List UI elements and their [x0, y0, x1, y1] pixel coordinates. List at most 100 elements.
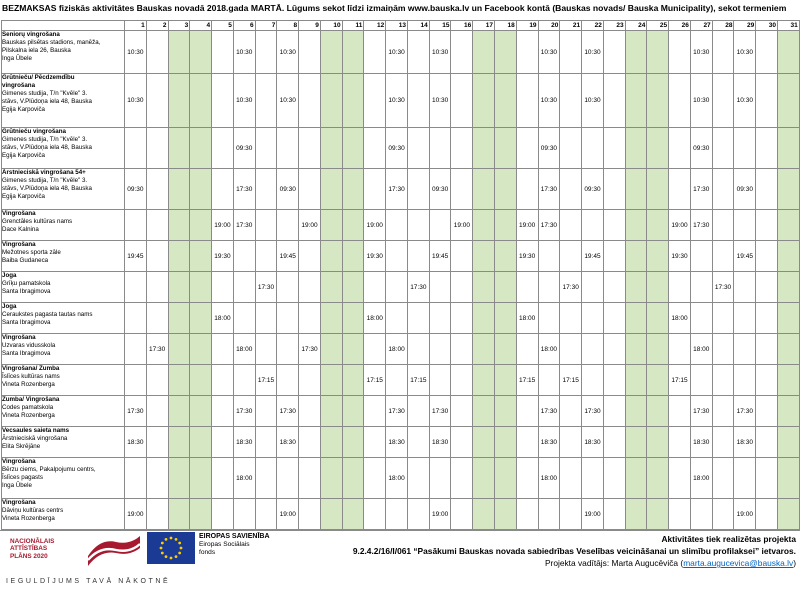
- time-cell: [298, 73, 321, 128]
- activity-row: Vingrošana Uzvaras vidusskola Santa Ibragi…: [1, 333, 800, 365]
- time-cell: [298, 30, 321, 74]
- time-cell: [494, 457, 517, 499]
- time-cell: [494, 240, 517, 272]
- activity-detail: stāvs, V.Plūdoņa iela 48, Bauska: [2, 143, 92, 151]
- time-cell: 19:00: [668, 209, 691, 241]
- time-cell: [776, 333, 800, 365]
- time-cell: 18:30: [537, 426, 561, 458]
- time-cell: [494, 30, 517, 74]
- activity-detail: stāvs, V.Plūdoņa iela 48, Bauska: [2, 184, 92, 192]
- time-cell: [406, 333, 430, 365]
- time-cell: [341, 457, 365, 499]
- time-cell: 18:00: [385, 457, 408, 499]
- time-cell: [232, 364, 256, 396]
- page-title: BEZMAKSAS fiziskās aktivitātes Bauskas n…: [2, 3, 787, 13]
- time-cell: [602, 240, 626, 272]
- project-line1: Aktivitātes tiek realizētas projekta: [661, 534, 796, 544]
- activity-detail: Pilskalna iela 26, Bauska: [2, 46, 71, 54]
- day-header: 7: [254, 20, 278, 31]
- time-cell: [602, 457, 626, 499]
- time-cell: 19:00: [428, 498, 452, 530]
- time-cell: [341, 498, 365, 530]
- time-cell: [668, 73, 691, 128]
- time-cell: [341, 302, 365, 334]
- time-cell: [406, 395, 430, 427]
- time-cell: [211, 333, 234, 365]
- time-cell: [537, 271, 561, 303]
- time-cell: [668, 30, 691, 74]
- time-cell: [254, 302, 278, 334]
- time-cell: [145, 271, 169, 303]
- time-cell: [211, 426, 234, 458]
- time-cell: [472, 73, 496, 128]
- time-cell: [755, 127, 778, 169]
- activity-info: Grūtnieču vingrošana Gimenes studija, T/n…: [1, 127, 125, 169]
- time-cell: [689, 271, 713, 303]
- time-cell: [755, 457, 778, 499]
- time-cell: [581, 333, 604, 365]
- time-cell: [515, 426, 539, 458]
- time-cell: [124, 457, 147, 499]
- time-cell: [733, 364, 757, 396]
- time-cell: [319, 240, 343, 272]
- time-cell: [537, 364, 561, 396]
- activity-title: Vingrošana: [2, 241, 36, 249]
- time-cell: [254, 498, 278, 530]
- time-cell: 17:30: [559, 271, 583, 303]
- time-cell: [559, 240, 583, 272]
- time-cell: 09:30: [124, 168, 147, 210]
- time-cell: [559, 168, 583, 210]
- time-cell: [211, 395, 234, 427]
- day-header: 24: [624, 20, 648, 31]
- activity-detail: vingrošana: [2, 81, 36, 89]
- day-header: 21: [559, 20, 583, 31]
- time-cell: [581, 209, 604, 241]
- activity-title: Vingrošana: [2, 334, 36, 342]
- time-cell: [406, 302, 430, 334]
- project-manager: Projekta vadītājs: Marta Augucēviča (mar…: [353, 557, 796, 569]
- time-cell: [167, 240, 191, 272]
- time-cell: [276, 364, 300, 396]
- time-cell: [711, 333, 735, 365]
- time-cell: [624, 271, 648, 303]
- activity-detail: Inga Ūbele: [2, 481, 32, 489]
- eu-star-icon: [174, 555, 178, 559]
- time-cell: [624, 426, 648, 458]
- activity-row: Grūtnieču vingrošana Gimenes studija, T/n…: [1, 127, 800, 169]
- time-cell: 18:00: [537, 333, 561, 365]
- activity-detail: Santa Ibragimova: [2, 287, 51, 295]
- time-cell: [298, 457, 321, 499]
- manager-email-link[interactable]: marta.augucevica@bauska.lv: [683, 558, 794, 568]
- eu-title: EIROPAS SAVIENĪBA: [199, 533, 270, 540]
- activity-detail: Ārstnieciskā vingrošana: [2, 434, 68, 442]
- activity-row: Grūtnieču/ Pēcdzemdību vingrošana Gimenes …: [1, 73, 800, 128]
- project-line2: 9.2.4.2/16/I/061 “Pasākumi Bauskas novad…: [352, 546, 796, 556]
- time-cell: 17:30: [385, 395, 408, 427]
- time-cell: 19:30: [515, 240, 539, 272]
- time-cell: 18:30: [232, 426, 256, 458]
- time-cell: 18:00: [363, 302, 387, 334]
- time-cell: [385, 364, 408, 396]
- time-cell: 10:30: [428, 73, 452, 128]
- day-header: 13: [385, 20, 408, 31]
- time-cell: [189, 302, 213, 334]
- time-cell: [689, 364, 713, 396]
- time-cell: [624, 209, 648, 241]
- day-header: 20: [537, 20, 561, 31]
- time-cell: 18:00: [211, 302, 234, 334]
- time-cell: [776, 364, 800, 396]
- time-cell: [385, 209, 408, 241]
- time-cell: [167, 426, 191, 458]
- time-cell: 10:30: [733, 73, 757, 128]
- activity-row: Vingrošana Grenctāles kultūras nams Dace K…: [1, 209, 800, 241]
- time-cell: [668, 333, 691, 365]
- time-cell: [145, 395, 169, 427]
- time-cell: [472, 209, 496, 241]
- time-cell: [319, 30, 343, 74]
- activity-title: Seniorų vingrošana: [2, 31, 60, 39]
- time-cell: [646, 271, 670, 303]
- time-cell: [733, 271, 757, 303]
- time-cell: [450, 127, 474, 169]
- time-cell: [428, 209, 452, 241]
- time-cell: [406, 127, 430, 169]
